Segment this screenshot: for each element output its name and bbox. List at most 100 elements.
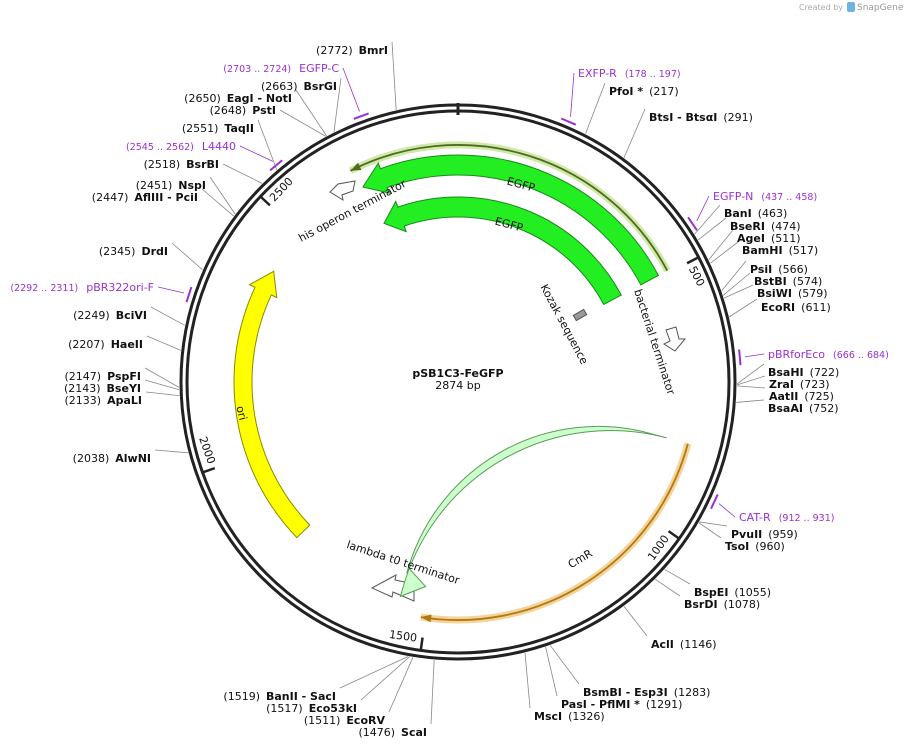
cmr-outline: [420, 443, 689, 621]
primer-leader: [718, 503, 736, 518]
enzyme-leader: [391, 41, 397, 110]
enzyme-label: BsaAI (752): [768, 402, 839, 415]
feature-label: ori: [233, 405, 249, 422]
enzyme-name: AflIII - PciI: [134, 191, 198, 204]
enzyme-name: BamHI: [742, 244, 783, 257]
enzyme-name: AgeI: [737, 232, 765, 245]
egfp-outline-head: [350, 162, 362, 171]
primer-range: (437 .. 458): [761, 192, 817, 203]
enzyme-leader: [150, 306, 185, 326]
egfp-arrow: [362, 154, 660, 286]
enzyme-label: TsoI (960): [725, 540, 785, 553]
enzyme-leader: [736, 385, 766, 389]
primer-name: EGFP-C: [299, 62, 339, 75]
primer-bar: [687, 216, 698, 231]
enzyme-pos: (2133): [65, 394, 102, 407]
enzyme-label: BstBI (574): [754, 275, 822, 288]
enzyme-leader: [736, 363, 765, 385]
enzyme-pos: (959): [768, 528, 798, 541]
enzyme-pos: (2447): [92, 191, 129, 204]
primer-name: pBR322ori-F: [86, 281, 154, 294]
enzyme-name: BsiWI: [757, 287, 792, 300]
enzyme-label: AgeI (511): [737, 232, 801, 245]
enzyme-label: BsrDI (1078): [684, 598, 760, 611]
enzyme-leader: [655, 578, 681, 597]
his-terminator-arrow: [329, 180, 356, 202]
enzyme-pos: (2650): [184, 92, 221, 105]
ruler-tick: [667, 530, 680, 540]
enzyme-leader: [295, 89, 327, 137]
enzyme-label: PvuII (959): [731, 528, 798, 541]
enzyme-label: (2345) DrdI: [99, 245, 168, 258]
enzyme-leader: [545, 646, 558, 697]
ruler-tick: [202, 466, 216, 474]
enzyme-leader: [710, 241, 739, 264]
enzyme-name: BmrI: [359, 44, 388, 57]
enzyme-label: (2147) PspFI: [65, 370, 141, 383]
enzyme-name: AclI: [651, 638, 674, 651]
enzyme-leader: [333, 77, 342, 133]
enzyme-name: EagI - NotI: [227, 92, 292, 105]
ruler-label: 1500: [388, 628, 418, 645]
enzyme-pos: (1519): [223, 690, 260, 703]
primer-leader: [239, 145, 274, 162]
enzyme-name: BanII - SacI: [266, 690, 336, 703]
primer-name: EGFP-N: [713, 190, 753, 203]
enzyme-leader: [146, 335, 181, 351]
enzyme-label: BsaHI (722): [768, 366, 839, 379]
enzyme-leader: [524, 652, 531, 709]
enzyme-pos: (291): [723, 111, 753, 124]
enzyme-leader: [388, 657, 414, 713]
enzyme-pos: (725): [804, 390, 834, 403]
primer-leader: [570, 72, 575, 117]
enzyme-pos: (517): [789, 244, 819, 257]
enzyme-leader: [339, 656, 409, 689]
enzyme-leader: [279, 109, 326, 137]
enzyme-label: BtsI - BtsαI (291): [649, 111, 753, 124]
enzyme-name: BsrGI: [304, 80, 337, 93]
enzyme-pos: (2772): [316, 44, 353, 57]
enzyme-pos: (2147): [65, 370, 102, 383]
enzyme-pos: (2551): [182, 122, 219, 135]
enzyme-pos: (574): [793, 275, 823, 288]
enzyme-name: PstI: [252, 104, 276, 117]
enzyme-name: AatII: [769, 390, 798, 403]
enzyme-name: PsiI: [750, 263, 772, 276]
enzyme-label: (2648) PstI: [210, 104, 276, 117]
enzyme-pos: (611): [801, 301, 831, 314]
enzyme-pos: (1291): [646, 698, 683, 711]
enzyme-name: EcoRV: [346, 714, 385, 727]
enzyme-label: (2133) ApaLI: [65, 394, 143, 407]
enzyme-label: MscI (1326): [534, 710, 605, 723]
cmr-outline-head: [420, 614, 432, 623]
primer-name: CAT-R: [739, 511, 771, 524]
enzyme-name: MscI: [534, 710, 562, 723]
enzyme-name: Eco53kI: [309, 702, 357, 715]
enzyme-name: TsoI: [725, 540, 749, 553]
enzyme-pos: (722): [810, 366, 840, 379]
enzyme-pos: (2648): [210, 104, 247, 117]
enzyme-pos: (511): [771, 232, 801, 245]
enzyme-label: BsmBI - Esp3I (1283): [583, 686, 710, 699]
enzyme-leader: [729, 298, 758, 318]
primer-range: (2292 .. 2311): [10, 283, 78, 294]
enzyme-pos: (1517): [266, 702, 303, 715]
primer-name: L4440: [202, 140, 236, 153]
kozak-mark: [572, 308, 588, 322]
feature-label: Kozak sequence: [538, 282, 591, 367]
enzyme-name: EcoRI: [761, 301, 795, 314]
primer-label: (2545 .. 2562) L4440: [126, 140, 236, 153]
enzyme-label: (2451) NspI: [136, 179, 206, 192]
cmr-outline-halo: [420, 442, 692, 624]
enzyme-leader: [360, 656, 410, 701]
enzyme-pos: (2143): [64, 382, 101, 395]
enzyme-label: (2650) EagI - NotI: [184, 92, 292, 105]
primer-name: pBRforEco: [768, 348, 825, 361]
enzyme-name: PasI - PflMI *: [561, 698, 640, 711]
enzyme-name: BstBI: [754, 275, 787, 288]
enzyme-name: ZraI: [769, 378, 794, 391]
enzyme-name: TaqII: [224, 122, 254, 135]
primer-name: EXFP-R: [578, 67, 617, 80]
